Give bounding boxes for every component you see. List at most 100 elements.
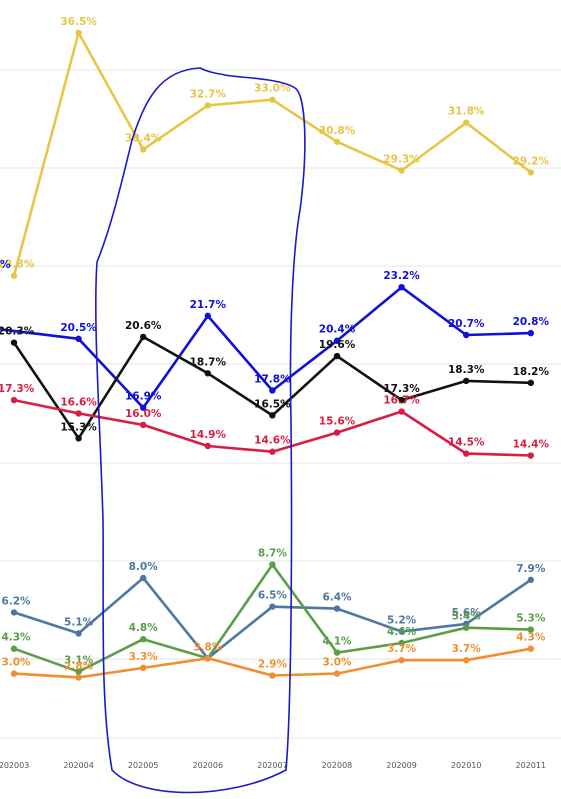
series-3-point-2 [140,421,147,429]
series-3-label-1: 16.6% [60,396,97,408]
series-1-label-8: 20.8% [513,316,550,328]
series-6-point-6 [398,657,405,664]
series-5-point-8 [527,626,534,633]
series-3-point-3 [204,442,211,450]
series-1-label-5: 20.4% [319,324,356,336]
series-4-label-7: 5.6% [452,607,482,619]
series-4-label-5: 6.4% [322,592,352,604]
series-3-point-4 [269,448,276,455]
series-1-point-1 [75,335,82,343]
series-3-label-7: 14.5% [448,437,485,449]
series-5-label-5: 4.1% [322,636,352,648]
series-5-point-6 [398,639,405,647]
series-3-label-8: 14.4% [513,439,550,451]
series-5 [10,561,534,675]
series-0-point-2 [140,146,147,153]
series-3-point-0 [10,396,18,404]
series-5-label-1: 3.1% [64,655,94,667]
gridlines [0,69,561,739]
series-3-label-5: 15.6% [319,416,356,428]
series-4-label-6: 5.2% [387,615,417,627]
series-4-point-1 [75,630,82,637]
series-1-point-5 [333,337,341,344]
series-2-label-7: 18.3% [448,364,485,376]
series-5-point-7 [463,624,470,631]
x-tick-2: 202005 [128,761,159,770]
series-3-label-3: 14.9% [190,429,227,441]
series-6-point-4 [269,672,276,679]
data-labels: 23.8% 36.5% 30.4% 32.7% 33.0% 30.8% 29.3% 31.8%… [0,16,549,673]
series-0-label-7: 31.8% [448,106,485,118]
series-5-point-1 [75,668,82,675]
series-3-point-8 [527,452,534,459]
series-6-label-8: 4.3% [516,632,546,644]
series-4-label-8: 7.9% [516,563,546,575]
series-2-point-6 [398,396,405,404]
series-1-point-4 [269,387,276,394]
series-6-label-4: 2.9% [258,659,288,671]
series-4-label-2: 8.0% [129,561,159,573]
series-0-point-0 [10,272,18,279]
series-3-point-5 [333,429,341,436]
x-tick-1: 202004 [63,761,94,770]
series-1-label-1: 20.5% [60,322,97,334]
series-2-label-3: 18.7% [190,356,227,368]
series-6-point-3 [204,655,211,662]
series-4-point-6 [398,628,405,635]
series-0 [10,29,534,279]
series-0-point-7 [463,119,470,126]
series-4-point-8 [527,576,534,584]
series-1-label-7: 20.7% [448,318,485,330]
series-6-point-7 [463,657,470,664]
series-2-label-6: 17.3% [383,383,420,395]
x-tick-4: 202007 [257,761,288,770]
series-5-label-6: 4.6% [387,626,417,638]
series-4-label-4: 6.5% [258,590,288,602]
series-3 [10,396,534,459]
series-2-label-2: 20.6% [125,320,162,332]
series-1-point-7 [463,331,470,339]
series-6-label-2: 3.3% [129,651,159,663]
series-0-label-3: 32.7% [190,88,227,100]
series-6-label-3: 3.8% [193,641,223,653]
series-0-point-1 [75,29,82,36]
series-3-label-6: 16.7% [383,395,420,407]
series-2-point-0 [10,339,18,346]
series-1-point-3 [204,312,211,320]
series-1-point-8 [527,329,534,337]
series-1-point-6 [398,283,405,291]
series-1-label-3: 21.7% [190,299,227,311]
series-1-label-6: 23.2% [383,270,420,282]
series-0-label-4: 33.0% [254,83,291,95]
series-6-point-2 [140,664,147,672]
series-6-label-0: 3.0% [1,657,31,669]
series-5-label-2: 4.8% [129,622,159,634]
series-2-point-2 [140,333,147,341]
series-6-point-1 [75,674,82,681]
series-3-label-0: 17.3% [0,383,35,395]
series-0-point-5 [333,138,341,145]
series-2-point-5 [333,352,341,360]
series-2-point-4 [269,412,276,419]
series-6-label-7: 3.7% [452,643,482,655]
series-6-label-1: 2.8% [64,660,94,672]
series-5-label-0: 4.3% [1,632,31,644]
x-tick-6: 202009 [386,761,417,770]
series-4-label-0: 6.2% [1,595,31,607]
series-6-label-6: 3.7% [387,643,417,655]
x-tick-7: 202010 [451,761,482,770]
series-0-label-5: 30.8% [319,125,356,137]
hand-drawn-highlight-loop [95,67,306,794]
series-0-label-1: 36.5% [60,16,97,28]
series-1-line [0,285,531,409]
series-3-point-7 [463,450,470,457]
series-0-point-6 [398,167,405,174]
series-2-label-8: 18.2% [513,366,550,378]
series-5-point-2 [140,635,147,643]
series-0-line [12,31,532,277]
x-tick-0: 202003 [0,761,29,770]
series-2-point-8 [527,379,534,387]
series-6-point-0 [10,670,18,677]
series-2-label-1: 15.3% [60,421,97,433]
